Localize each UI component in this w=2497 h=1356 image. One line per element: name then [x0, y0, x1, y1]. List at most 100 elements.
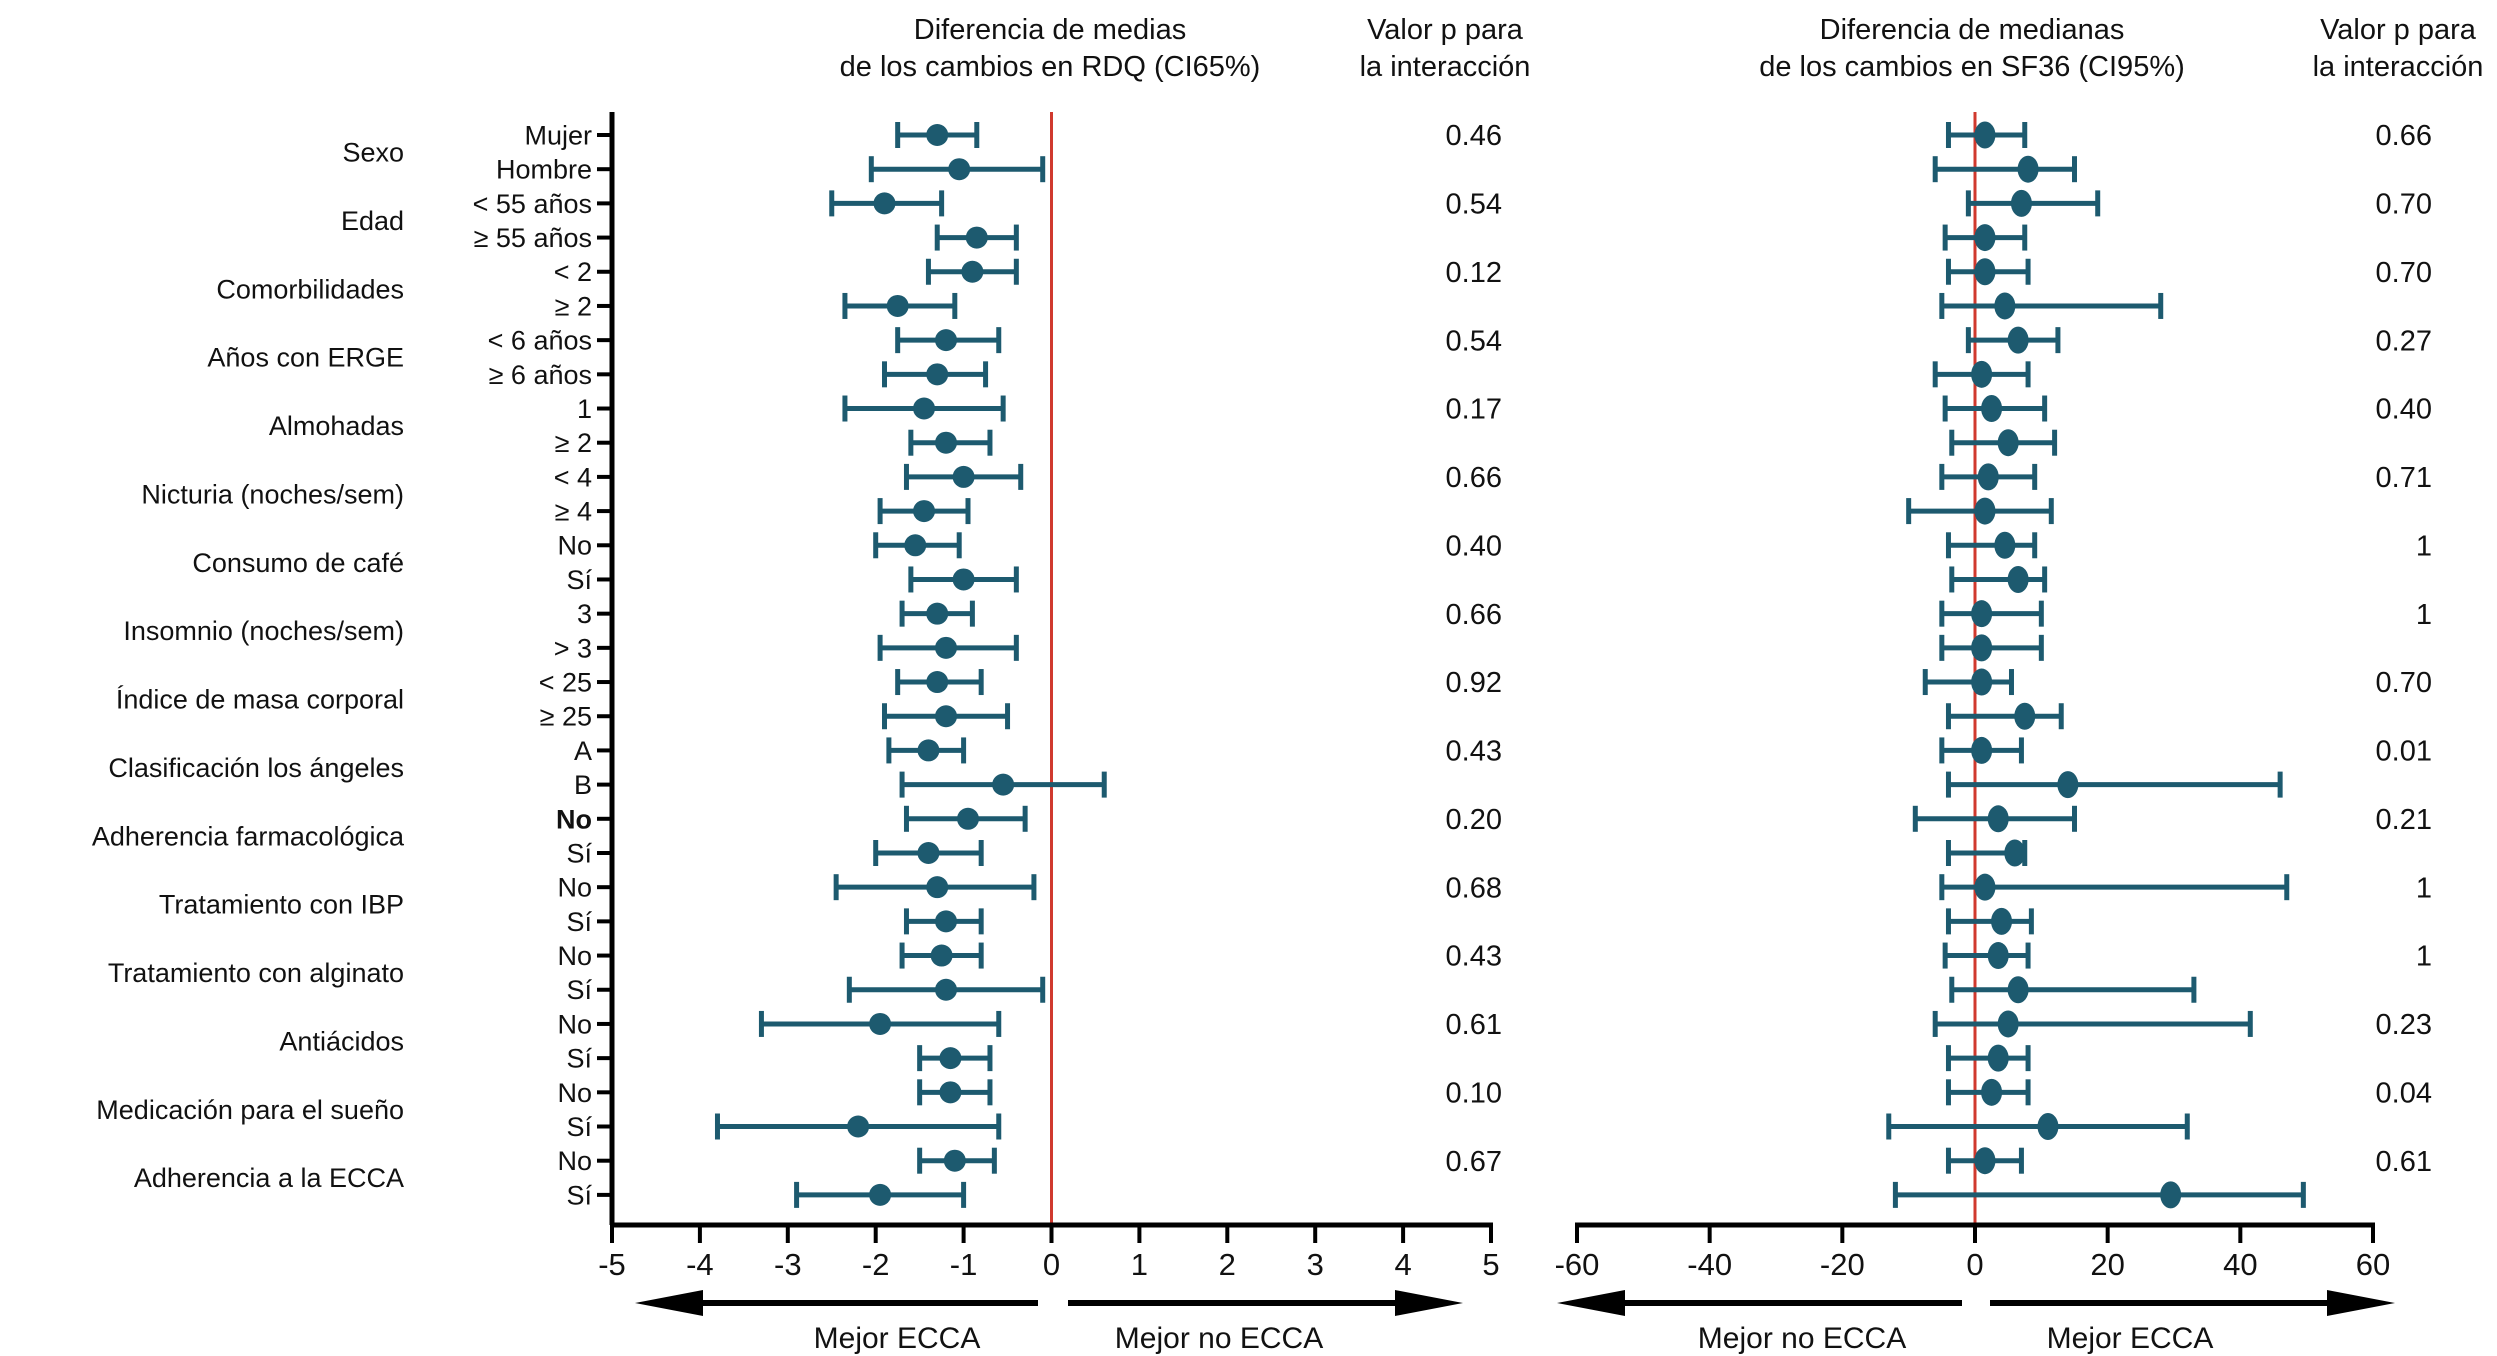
- left-point: [913, 397, 936, 420]
- category-label: Edad: [341, 206, 404, 236]
- row-label: B: [574, 770, 592, 800]
- row-label: Hombre: [496, 155, 592, 185]
- right-point: [1974, 1147, 1996, 1175]
- right-p-value: 1: [2416, 872, 2432, 904]
- row-label: 3: [577, 599, 592, 629]
- right-p-value: 0.21: [2376, 804, 2432, 836]
- right-p-value: 1: [2416, 599, 2432, 631]
- left-point: [952, 568, 975, 591]
- category-label: Tratamiento con alginato: [108, 958, 404, 988]
- row-label: Mujer: [524, 120, 592, 150]
- right-pvalue-header-line2: la interacción: [2312, 51, 2484, 83]
- right-point: [1971, 668, 1993, 696]
- row-label: Sí: [566, 907, 592, 937]
- left-x-tick-label: -2: [862, 1247, 890, 1282]
- row-label: No: [557, 531, 592, 561]
- left-arrow-right-head-icon: [1395, 1290, 1463, 1316]
- row-label: Sí: [566, 1180, 592, 1210]
- left-point: [935, 978, 958, 1001]
- left-p-value: 0.17: [1446, 394, 1502, 426]
- row-label: ≥ 55 años: [474, 223, 592, 253]
- left-x-tick-label: 3: [1307, 1247, 1324, 1282]
- right-arrow-left-head-icon: [1557, 1290, 1625, 1316]
- category-label: Comorbilidades: [216, 274, 404, 304]
- right-point: [2017, 155, 2039, 183]
- left-point: [913, 500, 936, 523]
- right-point: [1987, 942, 2009, 970]
- left-p-value: 0.54: [1446, 325, 1502, 357]
- right-point: [1974, 224, 1996, 252]
- row-label: Sí: [566, 838, 592, 868]
- right-point: [1974, 121, 1996, 149]
- left-point: [992, 773, 1015, 796]
- row-label: No: [557, 873, 592, 903]
- right-p-value: 0.66: [2376, 120, 2432, 152]
- left-pvalue-header-line2: la interacción: [1359, 51, 1531, 83]
- right-x-tick-label: 60: [2356, 1247, 2390, 1282]
- left-x-tick-label: 2: [1219, 1247, 1236, 1282]
- row-label: < 6 años: [488, 326, 592, 356]
- row-label: No: [557, 941, 592, 971]
- right-point: [2007, 326, 2029, 354]
- category-label: Consumo de café: [192, 548, 404, 578]
- row-label: ≥ 2: [555, 291, 592, 321]
- left-point: [935, 910, 958, 933]
- left-point: [926, 876, 949, 899]
- right-pvalue-header-line1: Valor p para: [2320, 14, 2476, 46]
- right-p-value: 0.71: [2376, 462, 2432, 494]
- right-point: [2014, 702, 2036, 730]
- left-panel-title-line1: Diferencia de medias: [913, 14, 1187, 46]
- left-point: [904, 534, 927, 557]
- category-label: Adherencia farmacológica: [92, 821, 405, 851]
- right-x-tick-label: -20: [1820, 1247, 1865, 1282]
- left-p-value: 0.67: [1446, 1146, 1502, 1178]
- right-panel-title-line1: Diferencia de medianas: [1819, 14, 2125, 46]
- right-point: [2010, 189, 2032, 217]
- category-label: Sexo: [342, 138, 404, 168]
- right-p-value: 0.23: [2376, 1009, 2432, 1041]
- left-point: [939, 1047, 962, 1070]
- left-panel-direction-left-label: Mejor ECCA: [813, 1322, 981, 1355]
- left-point: [961, 260, 984, 283]
- row-label: < 25: [539, 667, 592, 697]
- left-point: [935, 636, 958, 659]
- left-point: [965, 226, 988, 249]
- right-p-value: 0.61: [2376, 1146, 2432, 1178]
- left-panel-direction-right-label: Mejor no ECCA: [1114, 1322, 1324, 1355]
- left-p-value: 0.43: [1446, 736, 1502, 768]
- left-p-value: 0.54: [1446, 189, 1502, 221]
- left-point: [926, 602, 949, 625]
- category-label: Insomnio (noches/sem): [123, 616, 404, 646]
- category-label: Años con ERGE: [207, 343, 404, 373]
- right-p-value: 0.40: [2376, 394, 2432, 426]
- left-point: [948, 158, 971, 181]
- right-point: [2057, 771, 2079, 799]
- left-p-value: 0.20: [1446, 804, 1502, 836]
- right-point: [1977, 463, 1999, 491]
- right-x-tick-label: 20: [2090, 1247, 2124, 1282]
- category-label: Índice de masa corporal: [116, 685, 404, 715]
- right-point: [1971, 634, 1993, 662]
- row-label: ≥ 2: [555, 428, 592, 458]
- row-label: Sí: [566, 975, 592, 1005]
- right-point: [1997, 1010, 2019, 1038]
- category-label: Nicturia (noches/sem): [141, 479, 404, 509]
- right-x-tick-label: 0: [1966, 1247, 1983, 1282]
- left-point: [869, 1183, 892, 1206]
- row-label: > 3: [554, 633, 592, 663]
- right-point: [1997, 429, 2019, 457]
- row-label: Sí: [566, 1044, 592, 1074]
- right-point: [1971, 360, 1993, 388]
- left-point: [869, 1012, 892, 1035]
- left-point: [873, 192, 896, 215]
- left-point: [939, 1081, 962, 1104]
- right-point: [2037, 1113, 2059, 1141]
- left-arrow-left-head-icon: [635, 1290, 703, 1316]
- row-label: ≥ 6 años: [489, 360, 592, 390]
- right-point: [2007, 565, 2029, 593]
- right-point: [2004, 839, 2026, 867]
- row-label: < 2: [554, 257, 592, 287]
- right-point: [1971, 736, 1993, 764]
- right-p-value: 0.01: [2376, 736, 2432, 768]
